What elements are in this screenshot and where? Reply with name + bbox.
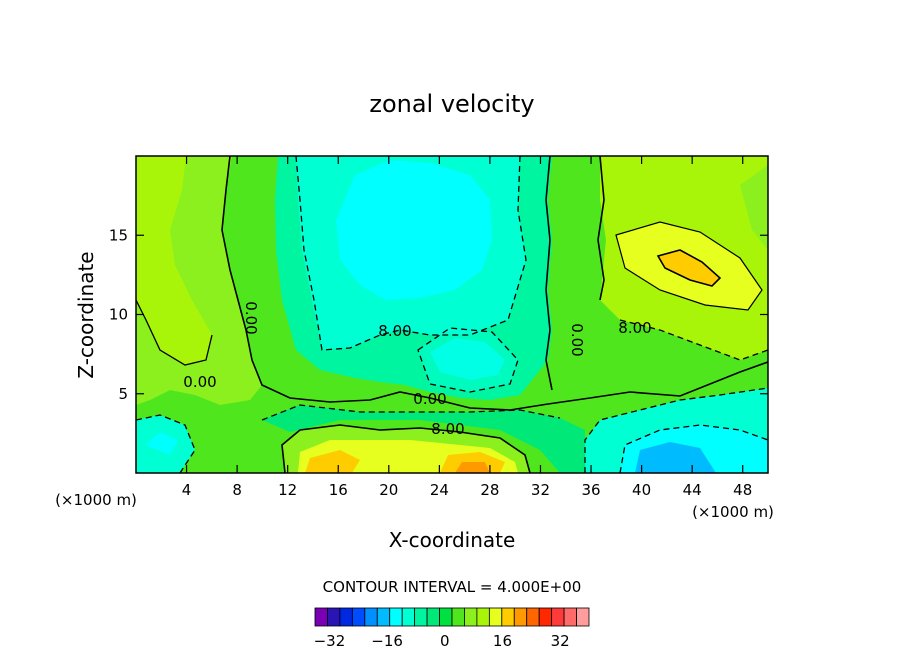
contour-lines — [136, 156, 768, 473]
contour-label-3: 0.00 — [183, 373, 216, 391]
x-tick-label: 8 — [232, 481, 242, 499]
colorbar-swatch — [526, 607, 540, 627]
field-region-blob-halo — [418, 328, 518, 392]
colorbar-swatch — [401, 607, 416, 627]
colorbar-swatch — [376, 607, 391, 627]
field-region-orange-core — [658, 250, 720, 286]
colorbar-swatch — [314, 607, 328, 627]
x-tick-label: 24 — [430, 481, 449, 499]
colorbar-swatch — [439, 607, 453, 627]
contour-labels: 0.00 8.00 0.00 0.00 8.00 0.00 8.00 — [183, 301, 651, 438]
colorbar-swatch — [327, 607, 341, 627]
contour-oval-inner — [656, 249, 722, 287]
x-tick-label: 44 — [683, 481, 702, 499]
contour-south-lower — [261, 404, 561, 421]
colorbar-swatch — [501, 607, 515, 627]
field-region-west-yellowgreen — [136, 156, 212, 365]
colorbar-swatch — [488, 607, 503, 627]
field-region-southwest-cyan-core — [145, 432, 178, 455]
contour-southwest — [136, 414, 196, 473]
contour-oval-outer — [615, 221, 763, 311]
colorbar-swatch — [451, 607, 465, 627]
colorbar-swatch — [513, 607, 528, 627]
x-tick-label: 20 — [379, 481, 398, 499]
velocity-field — [136, 156, 768, 473]
x-tick-label: 40 — [632, 481, 651, 499]
field-region-south-green-strip — [262, 405, 585, 473]
field-region-east-edge — [740, 165, 768, 250]
x-tick-label: 36 — [581, 481, 600, 499]
contour-zero-east — [545, 156, 553, 391]
field-region-cyan-core — [336, 160, 492, 300]
contour-west-wiggle — [136, 299, 213, 366]
x-tick-label: 48 — [733, 481, 752, 499]
y-tick-label: 10 — [109, 306, 128, 324]
x-tick-label: 28 — [480, 481, 499, 499]
x-tick-label: 12 — [278, 481, 297, 499]
x-axis-ticks: 4 8 12 16 20 24 28 32 36 40 44 48 — [182, 156, 752, 499]
contour-label-2: 8.00 — [378, 322, 411, 340]
colorbar-tick-label: −16 — [371, 632, 403, 650]
contour-label-1: 0.00 — [242, 301, 260, 334]
colorbar-swatch — [551, 607, 565, 627]
field-region-south-orange — [455, 462, 490, 473]
contour-label-5: 8.00 — [431, 420, 464, 438]
contour-eight-east — [619, 319, 768, 361]
x-axis-label: X-coordinate — [389, 528, 516, 552]
colorbar-swatch — [351, 607, 366, 627]
colorbar-tick-label: 32 — [551, 632, 570, 650]
colorbar-swatch — [538, 607, 553, 627]
x-tick-label: 4 — [182, 481, 192, 499]
colorbar-swatch — [414, 607, 428, 627]
contour-label-6: 0.00 — [568, 323, 586, 356]
contour-zero-west — [221, 156, 768, 411]
colorbar-swatch — [476, 607, 490, 627]
colorbar-swatch — [339, 607, 353, 627]
colorbar-swatch — [426, 607, 440, 627]
chart-title: zonal velocity — [369, 90, 534, 118]
contour-interval-text: CONTOUR INTERVAL = 4.000E+00 — [323, 578, 582, 596]
colorbar-swatch — [464, 607, 478, 627]
colorbar-tick-label: 0 — [440, 632, 450, 650]
contour-label-4: 0.00 — [413, 390, 446, 408]
contour-label-7: 8.00 — [618, 319, 651, 337]
colorbar-swatch — [576, 607, 590, 627]
contour-south-center — [281, 424, 531, 473]
colorbar-swatch — [389, 607, 403, 627]
contour-eight-blob — [417, 327, 519, 393]
contour-zero-east-outer — [597, 156, 605, 301]
x-tick-label: 16 — [329, 481, 348, 499]
y-axis-ticks: 5 10 15 — [109, 226, 768, 403]
field-region-south-amber-left — [305, 450, 360, 473]
y-axis-label: Z-coordinate — [74, 251, 98, 378]
y-tick-label: 5 — [118, 385, 128, 403]
contour-southeast — [584, 387, 768, 473]
y-tick-label: 15 — [109, 226, 128, 244]
colorbar-tick-label: −32 — [314, 632, 346, 650]
colorbar-tick-labels: −32 −16 0 16 32 — [314, 632, 570, 650]
contour-eight-central — [295, 156, 527, 351]
x-unit-right: (×1000 m) — [692, 503, 774, 521]
field-region-southeast-blue — [635, 442, 716, 473]
x-tick-label: 32 — [531, 481, 550, 499]
colorbar-tick-label: 16 — [493, 632, 512, 650]
x-unit-left: (×1000 m) — [55, 491, 137, 509]
colorbar — [314, 607, 590, 627]
colorbar-swatch — [364, 607, 378, 627]
contour-southeast-inner — [619, 424, 768, 473]
colorbar-swatch — [563, 607, 577, 627]
